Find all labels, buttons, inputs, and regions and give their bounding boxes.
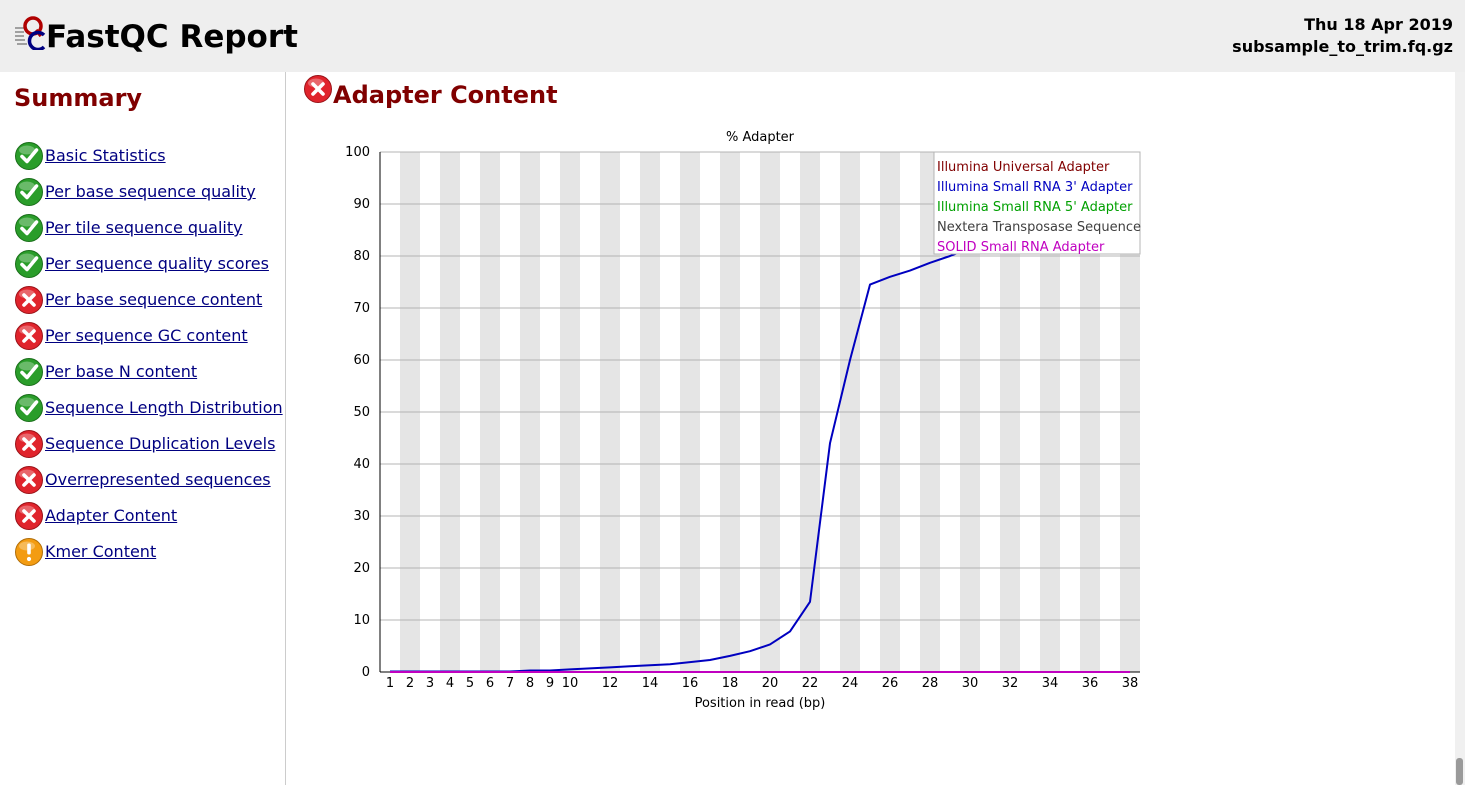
report-header: FastQC Report Thu 18 Apr 2019 subsample_… [0, 0, 1465, 72]
scrollbar-thumb[interactable] [1456, 758, 1463, 785]
summary-item: Per base sequence quality [14, 174, 283, 210]
report-date: Thu 18 Apr 2019 [1304, 15, 1453, 34]
fastqc-logo-icon [15, 16, 46, 50]
summary-link[interactable]: Per base sequence content [45, 290, 263, 309]
x-tick-label: 8 [526, 676, 534, 691]
legend-entry: Illumina Universal Adapter [937, 160, 1110, 175]
summary-item: Per sequence quality scores [14, 246, 283, 282]
y-tick-label: 70 [353, 301, 370, 316]
x-tick-label: 16 [682, 676, 699, 691]
x-tick-label: 38 [1122, 676, 1139, 691]
fail-icon [15, 286, 43, 314]
y-tick-label: 90 [353, 197, 370, 212]
x-tick-label: 2 [406, 676, 414, 691]
legend-box [933, 151, 1141, 255]
pass-icon [15, 358, 43, 386]
legend-entry: Illumina Small RNA 3' Adapter [937, 180, 1133, 195]
summary-link[interactable]: Per base N content [45, 362, 198, 381]
x-tick-label: 18 [722, 676, 739, 691]
warn-icon [15, 538, 43, 566]
y-tick-label: 80 [353, 249, 370, 264]
legend-entry: Nextera Transposase Sequence [937, 220, 1141, 235]
x-tick-label: 32 [1002, 676, 1019, 691]
summary-link[interactable]: Per base sequence quality [45, 182, 256, 201]
pass-icon [15, 394, 43, 422]
summary-item: Overrepresented sequences [14, 462, 283, 498]
fail-icon [15, 502, 43, 530]
x-tick-label: 5 [466, 676, 474, 691]
summary-link[interactable]: Overrepresented sequences [45, 470, 271, 489]
report-info: Thu 18 Apr 2019 subsample_to_trim.fq.gz [1232, 14, 1453, 58]
summary-link[interactable]: Adapter Content [45, 506, 178, 525]
x-tick-label: 22 [802, 676, 819, 691]
x-tick-label: 7 [506, 676, 514, 691]
summary-link[interactable]: Basic Statistics [45, 146, 166, 165]
x-tick-label: 10 [562, 676, 579, 691]
fail-icon [15, 466, 43, 494]
vertical-scrollbar[interactable] [1455, 72, 1465, 785]
fail-icon [304, 75, 332, 103]
summary-item: Sequence Length Distribution [14, 390, 283, 426]
summary-link[interactable]: Sequence Length Distribution [45, 398, 283, 417]
summary-item: Per base N content [14, 354, 283, 390]
fail-icon [15, 322, 43, 350]
module-title: Adapter Content [333, 81, 558, 109]
y-tick-label: 0 [362, 665, 370, 680]
summary-link[interactable]: Per tile sequence quality [45, 218, 243, 237]
x-tick-label: 14 [642, 676, 659, 691]
report-title: FastQC Report [46, 19, 298, 55]
pass-icon [15, 178, 43, 206]
summary-item: Per base sequence content [14, 282, 283, 318]
chart-title: % Adapter [726, 130, 795, 145]
x-tick-label: 12 [602, 676, 619, 691]
x-tick-label: 26 [882, 676, 899, 691]
legend-entry: Illumina Small RNA 5' Adapter [937, 200, 1133, 215]
y-tick-label: 20 [353, 561, 370, 576]
pass-icon [15, 214, 43, 242]
x-tick-label: 28 [922, 676, 939, 691]
pass-icon [15, 142, 43, 170]
pass-icon [15, 250, 43, 278]
x-axis-label: Position in read (bp) [695, 696, 826, 711]
summary-item: Sequence Duplication Levels [14, 426, 283, 462]
y-tick-label: 40 [353, 457, 370, 472]
summary-item: Kmer Content [14, 534, 283, 570]
x-tick-label: 4 [446, 676, 454, 691]
x-tick-label: 24 [842, 676, 859, 691]
summary-item: Per sequence GC content [14, 318, 283, 354]
x-tick-label: 30 [962, 676, 979, 691]
x-tick-label: 9 [546, 676, 554, 691]
summary-sidebar: Summary Basic Statistics Per base sequen… [0, 72, 286, 785]
x-tick-label: 6 [486, 676, 494, 691]
y-tick-label: 50 [353, 405, 370, 420]
report-filename: subsample_to_trim.fq.gz [1232, 37, 1453, 56]
main-content: Adapter Content 0 10 20 30 40 50 60 70 80 90 100 1 2… [286, 72, 1455, 785]
x-tick-label: 34 [1042, 676, 1059, 691]
summary-item: Basic Statistics [14, 138, 283, 174]
summary-item: Adapter Content [14, 498, 283, 534]
summary-link[interactable]: Sequence Duplication Levels [45, 434, 276, 453]
summary-item: Per tile sequence quality [14, 210, 283, 246]
legend-entry: SOLID Small RNA Adapter [937, 240, 1105, 255]
summary-list: Basic Statistics Per base sequence quali… [14, 138, 283, 570]
x-tick-label: 1 [386, 676, 394, 691]
summary-link[interactable]: Per sequence GC content [45, 326, 248, 345]
y-tick-label: 10 [353, 613, 370, 628]
x-tick-label: 20 [762, 676, 779, 691]
x-tick-label: 36 [1082, 676, 1099, 691]
x-tick-label: 3 [426, 676, 434, 691]
summary-link[interactable]: Kmer Content [45, 542, 157, 561]
fail-icon [15, 430, 43, 458]
summary-title: Summary [14, 84, 143, 112]
summary-link[interactable]: Per sequence quality scores [45, 254, 269, 273]
y-tick-label: 30 [353, 509, 370, 524]
y-tick-label: 100 [345, 145, 370, 160]
y-tick-label: 60 [353, 353, 370, 368]
